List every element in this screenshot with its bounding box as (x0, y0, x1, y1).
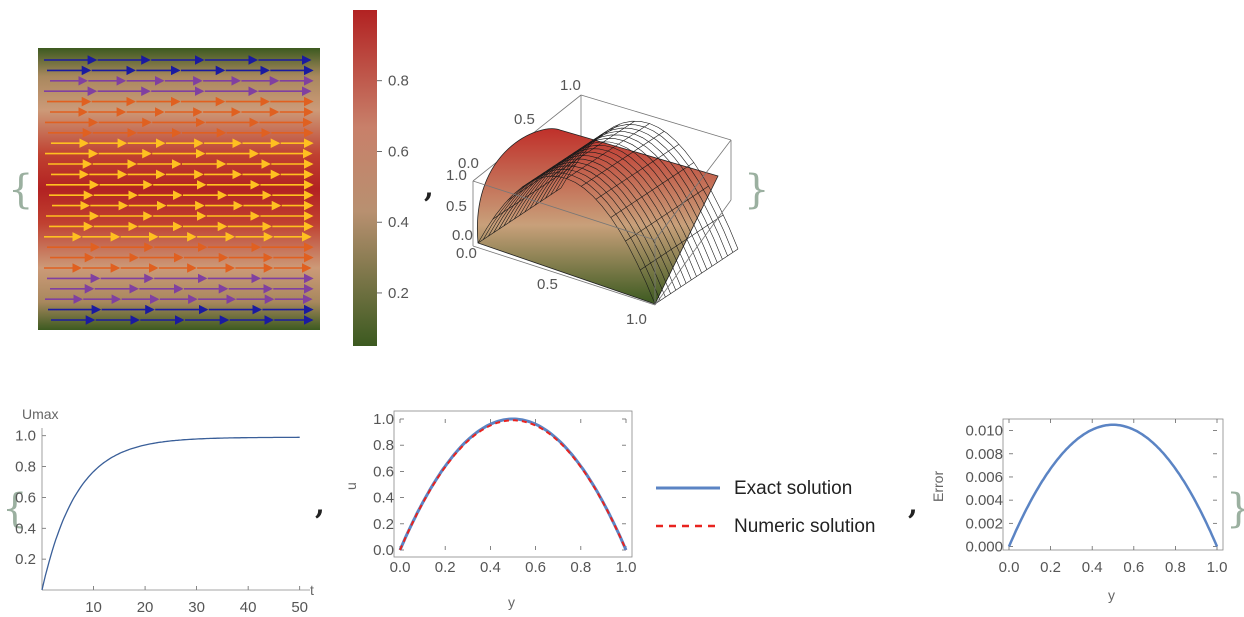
stream-arrows (44, 55, 314, 325)
x-tick-label: 20 (137, 599, 154, 616)
colorbar: 0.2 0.4 0.6 0.8 (353, 10, 409, 346)
umax-x-label: t (310, 582, 314, 598)
error-x-label: y (1108, 587, 1115, 603)
umax-time-plot: 10 20 30 40 50 0.2 0.4 0.6 0.8 1.0 Umax t (15, 406, 314, 616)
umax-curve (41, 436, 300, 591)
surface-grid-line (507, 145, 591, 201)
colorbar-tick-label: 0.8 (388, 73, 409, 90)
error-curve (1007, 423, 1219, 547)
surface-grid-line (477, 187, 562, 244)
error-y-label: Error (930, 471, 946, 502)
surface-x-tick-label: 1.0 (626, 311, 647, 328)
y-tick-label: 0.2 (15, 551, 36, 568)
profile-y-label: u (343, 482, 359, 490)
y-tick-label: 0.4 (15, 520, 36, 537)
y-tick-label: 0.2 (373, 516, 394, 533)
x-tick-label: 10 (85, 599, 102, 616)
x-tick-label: 0.0 (999, 559, 1020, 576)
colorbar-ticks: 0.2 0.4 0.6 0.8 (377, 73, 409, 302)
y-tick-label: 0.002 (965, 515, 1003, 532)
close-brace-bottom: } (1226, 486, 1244, 532)
y-tick-label: 0.004 (965, 492, 1003, 509)
profile-frame (393, 410, 633, 558)
surface-z-tick-label: 1.0 (446, 167, 467, 184)
x-tick-label: 0.8 (1165, 559, 1186, 576)
profile-x-label: y (508, 594, 515, 610)
colorbar-tick-label: 0.2 (388, 285, 409, 302)
surface-tick-labels: 0.00.51.00.00.51.00.00.51.0 (446, 77, 647, 328)
surface-z-tick-label: 0.5 (446, 198, 467, 215)
y-tick-label: 0.010 (965, 423, 1003, 440)
legend-label-numeric: Numeric solution (734, 516, 876, 537)
colorbar-fill (353, 10, 377, 346)
surface-grid-line (566, 123, 650, 179)
surface-grid-line (536, 123, 621, 180)
open-brace-bottom: { (2, 486, 27, 532)
x-tick-label: 50 (291, 599, 308, 616)
surface-grid-line (522, 131, 606, 188)
x-tick-label: 0.4 (480, 559, 501, 576)
colorbar-tick-label: 0.6 (388, 143, 409, 160)
surface-mesh (477, 128, 719, 305)
error-axes: 0.0 0.2 0.4 0.6 0.8 1.0 0.000 0.002 0.004 0.006 0.… (965, 419, 1227, 576)
close-brace-top: } (744, 167, 769, 213)
surface-gridlines (477, 120, 739, 305)
y-tick-label: 0.006 (965, 469, 1003, 486)
surface-grid-line (640, 214, 724, 271)
y-tick-label: 0.0 (373, 542, 394, 559)
surface-grid-line (551, 120, 635, 177)
x-tick-label: 0.8 (570, 559, 591, 576)
x-tick-label: 1.0 (1207, 559, 1228, 576)
y-tick-label: 0.6 (373, 463, 394, 480)
surface-grid-line (581, 130, 665, 187)
x-tick-label: 30 (188, 599, 205, 616)
x-tick-label: 0.6 (1123, 559, 1144, 576)
surface-y-tick-label: 0.5 (514, 111, 535, 128)
velocity-profile-plot: 0.0 0.2 0.4 0.6 0.8 1.0 0.0 0.2 0.4 0.6 0.8 1.0 y u (343, 410, 636, 610)
surface-x-tick-label: 0.5 (537, 276, 558, 293)
surface-grid-line (492, 163, 576, 220)
umax-y-label: Umax (22, 406, 59, 422)
x-tick-label: 0.4 (1082, 559, 1103, 576)
error-frame (1002, 418, 1224, 551)
error-plot: 0.0 0.2 0.4 0.6 0.8 1.0 0.000 0.002 0.004 0.006 0.… (930, 418, 1227, 603)
y-tick-label: 1.0 (373, 411, 394, 428)
y-tick-label: 0.008 (965, 446, 1003, 463)
x-tick-label: 0.2 (1040, 559, 1061, 576)
surface-plot-3d: 0.00.51.00.00.51.00.00.51.0 (446, 77, 739, 328)
numeric-solution-curve (399, 419, 627, 551)
comma-bottom-1: , (315, 488, 325, 521)
x-tick-label: 0.6 (525, 559, 546, 576)
surface-z-tick-label: 0.0 (452, 227, 473, 244)
comma-top: , (424, 171, 434, 204)
legend: Exact solution Numeric solution (656, 478, 876, 537)
y-tick-label: 1.0 (15, 428, 36, 445)
heatmap-field (38, 48, 320, 330)
y-tick-label: 0.8 (373, 437, 394, 454)
surface-x-tick-label: 0.0 (456, 245, 477, 262)
comma-bottom-2: , (908, 488, 918, 521)
x-tick-label: 1.0 (616, 559, 637, 576)
y-tick-label: 0.6 (15, 489, 36, 506)
surface-box-front (472, 139, 732, 306)
surface-grid-line (595, 143, 680, 200)
x-tick-label: 40 (240, 599, 257, 616)
x-tick-label: 0.2 (435, 559, 456, 576)
legend-label-exact: Exact solution (734, 478, 852, 499)
surface-y-tick-label: 1.0 (560, 77, 581, 94)
profile-axes: 0.0 0.2 0.4 0.6 0.8 1.0 0.0 0.2 0.4 0.6 0.8 1.0 (373, 411, 636, 576)
surface-grid-line (610, 162, 694, 218)
y-tick-label: 0.000 (965, 539, 1003, 556)
colorbar-tick-label: 0.4 (388, 214, 409, 231)
y-tick-label: 0.4 (373, 490, 394, 507)
umax-axes: 10 20 30 40 50 0.2 0.4 0.6 0.8 1.0 (15, 428, 310, 616)
surface-grid-line (654, 248, 739, 305)
y-tick-label: 0.8 (15, 459, 36, 476)
surface-y-tick-label: 0.0 (458, 155, 479, 172)
surface-grid-line (625, 185, 709, 242)
stream-density-plot (38, 48, 320, 330)
x-tick-label: 0.0 (390, 559, 411, 576)
open-brace-top: { (8, 167, 33, 213)
